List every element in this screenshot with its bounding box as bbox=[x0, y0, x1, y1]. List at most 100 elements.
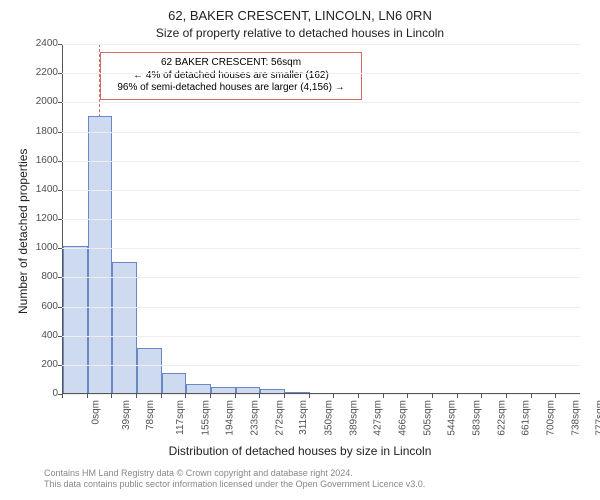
y-tick-label: 1000 bbox=[24, 242, 58, 253]
histogram-bar bbox=[63, 246, 88, 393]
x-tick-label: 0sqm bbox=[90, 400, 101, 424]
y-tick-mark bbox=[58, 190, 62, 191]
x-tick-mark bbox=[111, 394, 112, 398]
x-tick-label: 544sqm bbox=[447, 400, 458, 436]
x-tick-label: 661sqm bbox=[521, 400, 532, 436]
main-title: 62, BAKER CRESCENT, LINCOLN, LN6 0RN bbox=[0, 8, 600, 23]
annotation-line: 62 BAKER CRESCENT: 56sqm bbox=[107, 57, 355, 70]
gridline bbox=[62, 44, 580, 45]
y-tick-mark bbox=[58, 161, 62, 162]
figure: 62, BAKER CRESCENT, LINCOLN, LN6 0RN Siz… bbox=[0, 0, 600, 500]
x-tick-mark bbox=[185, 394, 186, 398]
gridline bbox=[62, 73, 580, 74]
y-tick-mark bbox=[58, 102, 62, 103]
x-tick-mark bbox=[235, 394, 236, 398]
x-tick-mark bbox=[87, 394, 88, 398]
y-tick-mark bbox=[58, 307, 62, 308]
histogram-bar bbox=[186, 384, 211, 393]
x-tick-mark bbox=[284, 394, 285, 398]
y-tick-mark bbox=[58, 132, 62, 133]
gridline bbox=[62, 102, 580, 103]
annotation-box: 62 BAKER CRESCENT: 56sqm ← 4% of detache… bbox=[100, 52, 362, 100]
histogram-bar bbox=[236, 387, 261, 393]
gridline bbox=[62, 365, 580, 366]
y-tick-mark bbox=[58, 73, 62, 74]
x-tick-mark bbox=[383, 394, 384, 398]
x-tick-label: 117sqm bbox=[175, 400, 186, 435]
x-tick-label: 233sqm bbox=[250, 400, 261, 436]
x-tick-mark bbox=[407, 394, 408, 398]
histogram-bar bbox=[88, 116, 113, 393]
x-tick-mark bbox=[506, 394, 507, 398]
x-tick-label: 272sqm bbox=[274, 400, 285, 436]
x-tick-mark bbox=[457, 394, 458, 398]
histogram-bar bbox=[260, 389, 285, 393]
annotation-line: 96% of semi-detached houses are larger (… bbox=[107, 82, 355, 95]
x-tick-label: 427sqm bbox=[373, 400, 384, 436]
y-tick-mark bbox=[58, 336, 62, 337]
x-tick-mark bbox=[62, 394, 63, 398]
y-tick-label: 1600 bbox=[24, 155, 58, 166]
y-tick-label: 1800 bbox=[24, 126, 58, 137]
y-tick-label: 2000 bbox=[24, 96, 58, 107]
y-tick-label: 400 bbox=[24, 330, 58, 341]
gridline bbox=[62, 394, 580, 395]
y-tick-label: 2400 bbox=[24, 38, 58, 49]
gridline bbox=[62, 190, 580, 191]
y-tick-mark bbox=[58, 219, 62, 220]
x-tick-label: 39sqm bbox=[121, 400, 132, 430]
y-tick-mark bbox=[58, 365, 62, 366]
gridline bbox=[62, 248, 580, 249]
attribution-line: This data contains public sector informa… bbox=[44, 479, 425, 490]
y-axis-label: Number of detached properties bbox=[16, 149, 30, 314]
x-tick-mark bbox=[531, 394, 532, 398]
histogram-bar bbox=[162, 373, 187, 393]
y-tick-label: 800 bbox=[24, 271, 58, 282]
x-axis-label: Distribution of detached houses by size … bbox=[0, 444, 600, 458]
x-tick-label: 78sqm bbox=[145, 400, 156, 430]
y-tick-label: 600 bbox=[24, 301, 58, 312]
gridline bbox=[62, 132, 580, 133]
gridline bbox=[62, 219, 580, 220]
x-tick-label: 777sqm bbox=[595, 400, 600, 436]
y-tick-mark bbox=[58, 44, 62, 45]
y-tick-mark bbox=[58, 248, 62, 249]
x-tick-mark bbox=[358, 394, 359, 398]
x-tick-mark bbox=[210, 394, 211, 398]
annotation-line: ← 4% of detached houses are smaller (162… bbox=[107, 70, 355, 83]
attribution: Contains HM Land Registry data © Crown c… bbox=[44, 468, 425, 491]
x-tick-label: 389sqm bbox=[348, 400, 359, 436]
y-tick-label: 1400 bbox=[24, 184, 58, 195]
attribution-line: Contains HM Land Registry data © Crown c… bbox=[44, 468, 425, 479]
histogram-bar bbox=[137, 348, 162, 393]
x-tick-label: 505sqm bbox=[422, 400, 433, 436]
gridline bbox=[62, 277, 580, 278]
y-tick-label: 200 bbox=[24, 359, 58, 370]
x-tick-label: 466sqm bbox=[398, 400, 409, 436]
x-tick-mark bbox=[481, 394, 482, 398]
y-tick-label: 1200 bbox=[24, 213, 58, 224]
x-tick-mark bbox=[309, 394, 310, 398]
y-tick-label: 0 bbox=[24, 388, 58, 399]
x-tick-mark bbox=[259, 394, 260, 398]
x-tick-label: 700sqm bbox=[546, 400, 557, 436]
x-tick-label: 194sqm bbox=[225, 400, 236, 436]
sub-title: Size of property relative to detached ho… bbox=[0, 26, 600, 40]
y-tick-mark bbox=[58, 277, 62, 278]
x-tick-mark bbox=[555, 394, 556, 398]
x-tick-label: 311sqm bbox=[298, 400, 309, 435]
histogram-bar bbox=[112, 262, 137, 393]
x-tick-label: 583sqm bbox=[472, 400, 483, 436]
histogram-bar bbox=[211, 387, 236, 393]
y-tick-label: 2200 bbox=[24, 67, 58, 78]
x-tick-label: 350sqm bbox=[324, 400, 335, 436]
x-tick-mark bbox=[333, 394, 334, 398]
gridline bbox=[62, 161, 580, 162]
x-tick-mark bbox=[161, 394, 162, 398]
x-tick-label: 155sqm bbox=[200, 400, 211, 436]
x-tick-label: 738sqm bbox=[570, 400, 581, 436]
gridline bbox=[62, 336, 580, 337]
histogram-bar bbox=[285, 392, 310, 393]
x-tick-label: 622sqm bbox=[496, 400, 507, 436]
x-tick-mark bbox=[136, 394, 137, 398]
